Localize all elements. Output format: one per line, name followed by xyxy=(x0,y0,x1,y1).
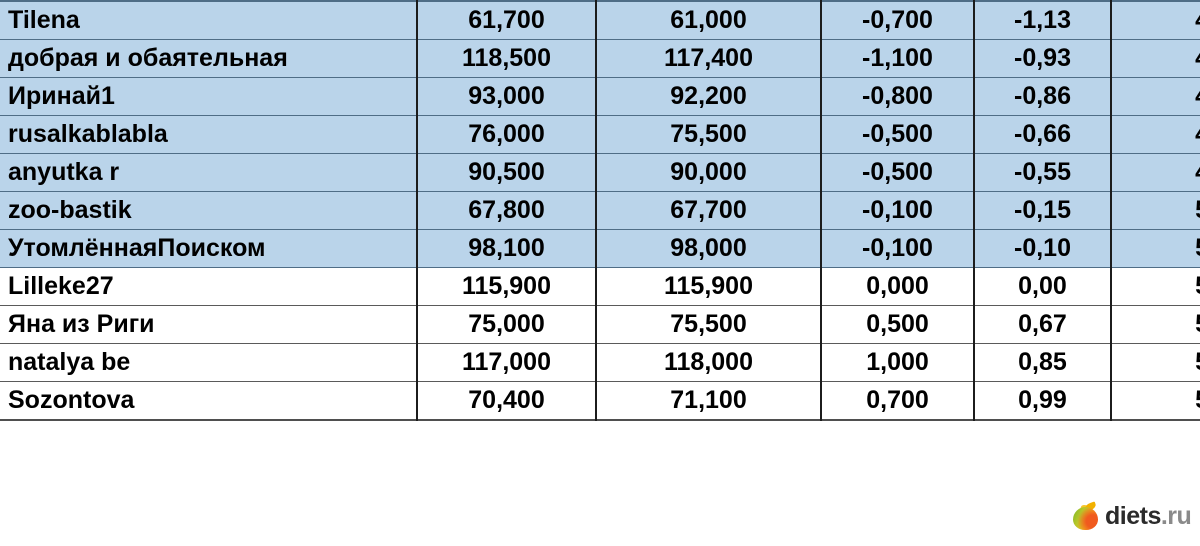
cell-rank: 48 xyxy=(1111,115,1200,154)
cell-current: 61,000 xyxy=(596,0,822,40)
cell-pct: 0,85 xyxy=(974,343,1112,382)
cell-start: 98,100 xyxy=(417,229,597,268)
cell-name: rusalkablabla xyxy=(0,115,418,154)
cell-delta: -0,500 xyxy=(821,153,975,192)
cell-current: 118,000 xyxy=(596,343,822,382)
cell-current: 92,200 xyxy=(596,77,822,116)
cell-current: 90,000 xyxy=(596,153,822,192)
cell-rank: 55 xyxy=(1111,381,1200,421)
cell-name: zoo-bastik xyxy=(0,191,418,230)
cell-name: Lilleke27 xyxy=(0,267,418,306)
cell-pct: 0,00 xyxy=(974,267,1112,306)
cell-start: 75,000 xyxy=(417,305,597,344)
cell-start: 61,700 xyxy=(417,0,597,40)
table-row: добрая и обаятельная 118,500 117,400 -1,100… xyxy=(0,39,1200,78)
cell-delta: 1,000 xyxy=(821,343,975,382)
cell-name: Яна из Риги xyxy=(0,305,418,344)
cell-name: anyutka r xyxy=(0,153,418,192)
diets-ru-watermark[interactable]: diets.ru xyxy=(1073,501,1192,530)
cell-pct: -0,10 xyxy=(974,229,1112,268)
cell-start: 117,000 xyxy=(417,343,597,382)
cell-pct: -0,86 xyxy=(974,77,1112,116)
cell-name: УтомлённаяПоиском xyxy=(0,229,418,268)
cell-start: 118,500 xyxy=(417,39,597,78)
apple-body-icon xyxy=(1073,507,1098,530)
cell-start: 67,800 xyxy=(417,191,597,230)
cell-current: 117,400 xyxy=(596,39,822,78)
cell-start: 90,500 xyxy=(417,153,597,192)
cell-current: 98,000 xyxy=(596,229,822,268)
cell-rank: 49 xyxy=(1111,153,1200,192)
cell-start: 93,000 xyxy=(417,77,597,116)
cell-pct: -0,93 xyxy=(974,39,1112,78)
cell-delta: -0,500 xyxy=(821,115,975,154)
cell-pct: -1,13 xyxy=(974,0,1112,40)
watermark-text: diets.ru xyxy=(1105,502,1192,530)
cell-pct: -0,66 xyxy=(974,115,1112,154)
cell-pct: 0,99 xyxy=(974,381,1112,421)
cell-rank: 52 xyxy=(1111,267,1200,306)
cell-pct: 0,67 xyxy=(974,305,1112,344)
table-row: УтомлённаяПоиском 98,100 98,000 -0,100 -0,10… xyxy=(0,229,1200,268)
cell-current: 71,100 xyxy=(596,381,822,421)
cell-rank: 46 xyxy=(1111,39,1200,78)
cell-pct: -0,55 xyxy=(974,153,1112,192)
cell-current: 67,700 xyxy=(596,191,822,230)
cell-delta: 0,700 xyxy=(821,381,975,421)
cell-rank: 54 xyxy=(1111,343,1200,382)
cell-pct: -0,15 xyxy=(974,191,1112,230)
cell-rank: 47 xyxy=(1111,77,1200,116)
cell-delta: 0,000 xyxy=(821,267,975,306)
cell-start: 115,900 xyxy=(417,267,597,306)
cell-name: Sozontova xyxy=(0,381,418,421)
cell-delta: -0,100 xyxy=(821,191,975,230)
cell-current: 115,900 xyxy=(596,267,822,306)
cell-current: 75,500 xyxy=(596,115,822,154)
cell-start: 76,000 xyxy=(417,115,597,154)
watermark-tld: .ru xyxy=(1160,502,1192,530)
cell-name: добрая и обаятельная xyxy=(0,39,418,78)
cell-rank: 50 xyxy=(1111,191,1200,230)
apple-icon xyxy=(1073,501,1098,530)
cell-delta: -0,800 xyxy=(821,77,975,116)
cell-current: 75,500 xyxy=(596,305,822,344)
cell-name: Иринай1 xyxy=(0,77,418,116)
cell-rank: 51 xyxy=(1111,229,1200,268)
cell-start: 70,400 xyxy=(417,381,597,421)
cell-delta: -1,100 xyxy=(821,39,975,78)
cell-name: Tilena xyxy=(0,0,418,40)
watermark-brand: diets xyxy=(1105,502,1161,530)
cell-delta: -0,700 xyxy=(821,0,975,40)
cell-delta: 0,500 xyxy=(821,305,975,344)
cell-name: natalya be xyxy=(0,343,418,382)
cell-delta: -0,100 xyxy=(821,229,975,268)
cell-rank: 45 xyxy=(1111,0,1200,40)
cell-rank: 53 xyxy=(1111,305,1200,344)
